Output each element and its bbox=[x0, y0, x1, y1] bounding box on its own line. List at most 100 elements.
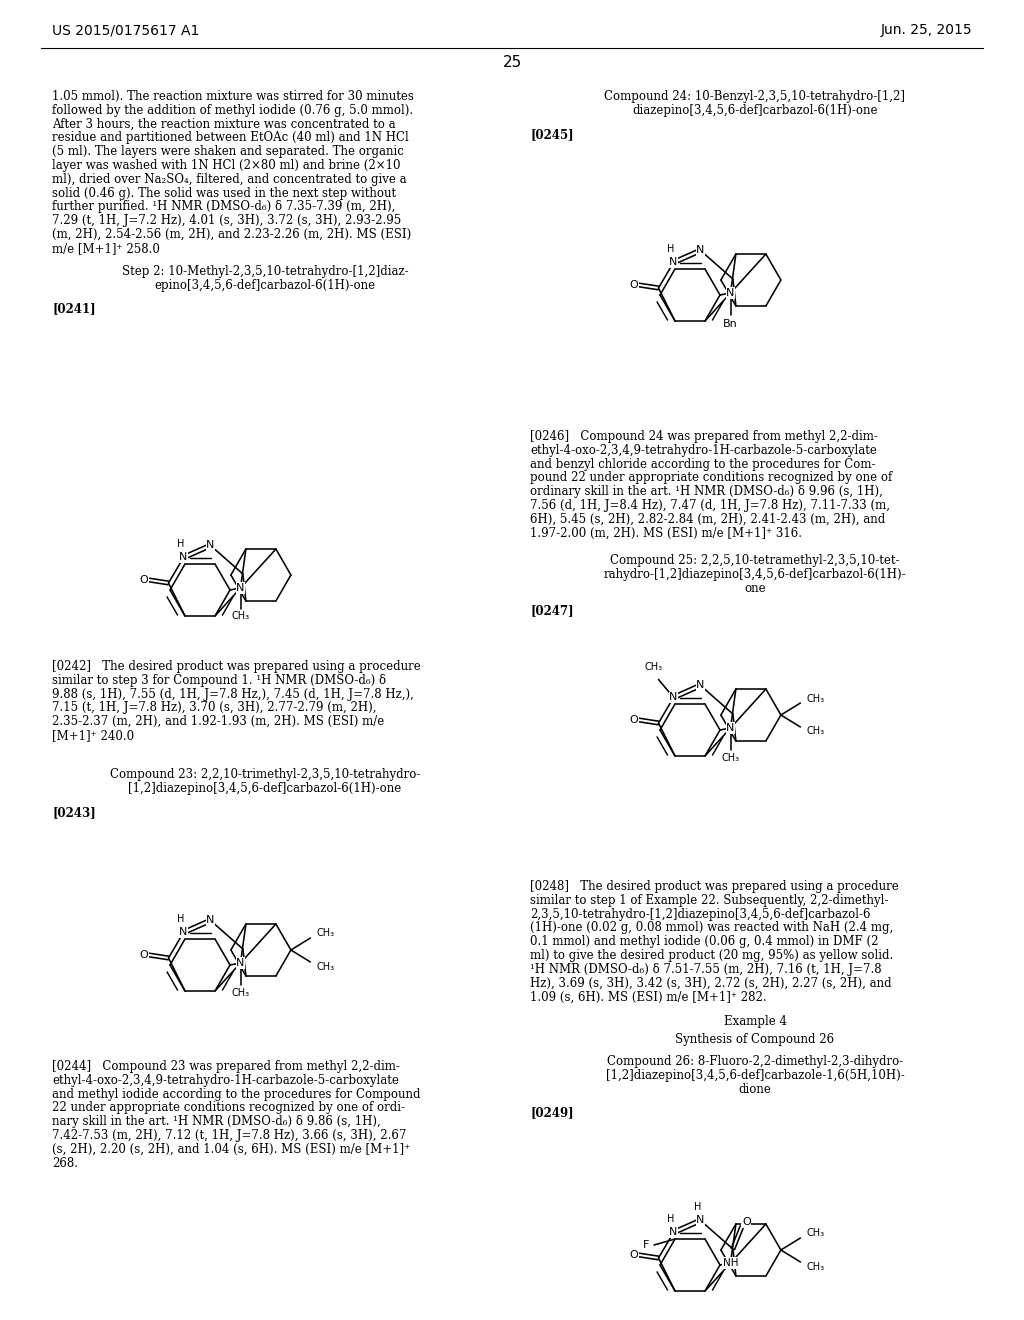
Text: (5 ml). The layers were shaken and separated. The organic: (5 ml). The layers were shaken and separ… bbox=[52, 145, 403, 158]
Text: layer was washed with 1N HCl (2×80 ml) and brine (2×10: layer was washed with 1N HCl (2×80 ml) a… bbox=[52, 158, 400, 172]
Text: [0243]: [0243] bbox=[52, 807, 96, 818]
Text: CH₃: CH₃ bbox=[807, 1229, 824, 1238]
Text: 268.: 268. bbox=[52, 1156, 78, 1170]
Text: Compound 25: 2,2,5,10-tetramethyl-2,3,5,10-tet-: Compound 25: 2,2,5,10-tetramethyl-2,3,5,… bbox=[610, 554, 900, 568]
Text: O: O bbox=[629, 280, 638, 290]
Text: ml) to give the desired product (20 mg, 95%) as yellow solid.: ml) to give the desired product (20 mg, … bbox=[530, 949, 893, 962]
Text: 22 under appropriate conditions recognized by one of ordi-: 22 under appropriate conditions recogniz… bbox=[52, 1101, 406, 1114]
Text: (s, 2H), 2.20 (s, 2H), and 1.04 (s, 6H). MS (ESI) m/e [M+1]⁺: (s, 2H), 2.20 (s, 2H), and 1.04 (s, 6H).… bbox=[52, 1143, 411, 1156]
Text: H: H bbox=[694, 1203, 701, 1212]
Text: [1,2]diazepino[3,4,5,6-def]carbazol-6(1H)-one: [1,2]diazepino[3,4,5,6-def]carbazol-6(1H… bbox=[128, 781, 401, 795]
Text: CH₃: CH₃ bbox=[645, 663, 664, 672]
Text: ¹H NMR (DMSO-d₆) δ 7.51-7.55 (m, 2H), 7.16 (t, 1H, J=7.8: ¹H NMR (DMSO-d₆) δ 7.51-7.55 (m, 2H), 7.… bbox=[530, 962, 882, 975]
Text: N: N bbox=[670, 257, 678, 268]
Text: Step 2: 10-Methyl-2,3,5,10-tetrahydro-[1,2]diaz-: Step 2: 10-Methyl-2,3,5,10-tetrahydro-[1… bbox=[122, 265, 409, 279]
Text: 0.1 mmol) and methyl iodide (0.06 g, 0.4 mmol) in DMF (2: 0.1 mmol) and methyl iodide (0.06 g, 0.4… bbox=[530, 935, 879, 948]
Text: [0248]   The desired product was prepared using a procedure: [0248] The desired product was prepared … bbox=[530, 880, 899, 894]
Text: US 2015/0175617 A1: US 2015/0175617 A1 bbox=[52, 22, 200, 37]
Text: 2,3,5,10-tetrahydro-[1,2]diazepino[3,4,5,6-def]carbazol-6: 2,3,5,10-tetrahydro-[1,2]diazepino[3,4,5… bbox=[530, 908, 870, 920]
Text: N: N bbox=[237, 583, 245, 593]
Text: N: N bbox=[726, 288, 734, 298]
Text: [0242]   The desired product was prepared using a procedure: [0242] The desired product was prepared … bbox=[52, 660, 421, 673]
Text: NH: NH bbox=[723, 1258, 738, 1269]
Text: N: N bbox=[726, 723, 734, 733]
Text: epino[3,4,5,6-def]carbazol-6(1H)-one: epino[3,4,5,6-def]carbazol-6(1H)-one bbox=[155, 279, 376, 292]
Text: CH₃: CH₃ bbox=[316, 961, 335, 972]
Text: [0245]: [0245] bbox=[530, 128, 573, 141]
Text: residue and partitioned between EtOAc (40 ml) and 1N HCl: residue and partitioned between EtOAc (4… bbox=[52, 132, 409, 144]
Text: 1.97-2.00 (m, 2H). MS (ESI) m/e [M+1]⁺ 316.: 1.97-2.00 (m, 2H). MS (ESI) m/e [M+1]⁺ 3… bbox=[530, 527, 802, 540]
Text: N: N bbox=[670, 693, 678, 702]
Text: Compound 23: 2,2,10-trimethyl-2,3,5,10-tetrahydro-: Compound 23: 2,2,10-trimethyl-2,3,5,10-t… bbox=[110, 768, 420, 781]
Text: [0241]: [0241] bbox=[52, 302, 95, 315]
Text: H: H bbox=[668, 1214, 675, 1224]
Text: 7.56 (d, 1H, J=8.4 Hz), 7.47 (d, 1H, J=7.8 Hz), 7.11-7.33 (m,: 7.56 (d, 1H, J=8.4 Hz), 7.47 (d, 1H, J=7… bbox=[530, 499, 890, 512]
Text: 2.35-2.37 (m, 2H), and 1.92-1.93 (m, 2H). MS (ESI) m/e: 2.35-2.37 (m, 2H), and 1.92-1.93 (m, 2H)… bbox=[52, 715, 384, 729]
Text: nary skill in the art. ¹H NMR (DMSO-d₆) δ 9.86 (s, 1H),: nary skill in the art. ¹H NMR (DMSO-d₆) … bbox=[52, 1115, 381, 1129]
Text: 7.15 (t, 1H, J=7.8 Hz), 3.70 (s, 3H), 2.77-2.79 (m, 2H),: 7.15 (t, 1H, J=7.8 Hz), 3.70 (s, 3H), 2.… bbox=[52, 701, 377, 714]
Text: [0244]   Compound 23 was prepared from methyl 2,2-dim-: [0244] Compound 23 was prepared from met… bbox=[52, 1060, 400, 1073]
Text: (1H)-one (0.02 g, 0.08 mmol) was reacted with NaH (2.4 mg,: (1H)-one (0.02 g, 0.08 mmol) was reacted… bbox=[530, 921, 893, 935]
Text: 7.42-7.53 (m, 2H), 7.12 (t, 1H, J=7.8 Hz), 3.66 (s, 3H), 2.67: 7.42-7.53 (m, 2H), 7.12 (t, 1H, J=7.8 Hz… bbox=[52, 1129, 407, 1142]
Text: followed by the addition of methyl iodide (0.76 g, 5.0 mmol).: followed by the addition of methyl iodid… bbox=[52, 104, 413, 116]
Text: 9.88 (s, 1H), 7.55 (d, 1H, J=7.8 Hz,), 7.45 (d, 1H, J=7.8 Hz,),: 9.88 (s, 1H), 7.55 (d, 1H, J=7.8 Hz,), 7… bbox=[52, 688, 414, 701]
Text: 1.09 (s, 6H). MS (ESI) m/e [M+1]⁺ 282.: 1.09 (s, 6H). MS (ESI) m/e [M+1]⁺ 282. bbox=[530, 990, 767, 1003]
Text: Example 4: Example 4 bbox=[724, 1015, 786, 1028]
Text: N: N bbox=[696, 681, 705, 690]
Text: ordinary skill in the art. ¹H NMR (DMSO-d₆) δ 9.96 (s, 1H),: ordinary skill in the art. ¹H NMR (DMSO-… bbox=[530, 486, 883, 498]
Text: Jun. 25, 2015: Jun. 25, 2015 bbox=[881, 22, 972, 37]
Text: O: O bbox=[629, 1250, 638, 1261]
Text: similar to step 3 for Compound 1. ¹H NMR (DMSO-d₆) δ: similar to step 3 for Compound 1. ¹H NMR… bbox=[52, 673, 386, 686]
Text: CH₃: CH₃ bbox=[722, 752, 739, 763]
Text: one: one bbox=[744, 582, 766, 595]
Text: N: N bbox=[670, 1228, 678, 1237]
Text: 25: 25 bbox=[503, 55, 521, 70]
Text: Bn: Bn bbox=[723, 319, 738, 330]
Text: and methyl iodide according to the procedures for Compound: and methyl iodide according to the proce… bbox=[52, 1088, 421, 1101]
Text: Compound 26: 8-Fluoro-2,2-dimethyl-2,3-dihydro-: Compound 26: 8-Fluoro-2,2-dimethyl-2,3-d… bbox=[607, 1055, 903, 1068]
Text: N: N bbox=[206, 540, 215, 550]
Text: H: H bbox=[668, 244, 675, 253]
Text: CH₃: CH₃ bbox=[807, 693, 824, 704]
Text: O: O bbox=[742, 1217, 751, 1228]
Text: CH₃: CH₃ bbox=[231, 987, 250, 998]
Text: 6H), 5.45 (s, 2H), 2.82-2.84 (m, 2H), 2.41-2.43 (m, 2H), and: 6H), 5.45 (s, 2H), 2.82-2.84 (m, 2H), 2.… bbox=[530, 512, 886, 525]
Text: diazepino[3,4,5,6-def]carbazol-6(1H)-one: diazepino[3,4,5,6-def]carbazol-6(1H)-one bbox=[632, 104, 878, 117]
Text: N: N bbox=[696, 246, 705, 256]
Text: N: N bbox=[696, 1216, 705, 1225]
Text: m/e [M+1]⁺ 258.0: m/e [M+1]⁺ 258.0 bbox=[52, 242, 160, 255]
Text: H: H bbox=[177, 913, 184, 924]
Text: Synthesis of Compound 26: Synthesis of Compound 26 bbox=[676, 1034, 835, 1045]
Text: CH₃: CH₃ bbox=[231, 611, 250, 622]
Text: (m, 2H), 2.54-2.56 (m, 2H), and 2.23-2.26 (m, 2H). MS (ESI): (m, 2H), 2.54-2.56 (m, 2H), and 2.23-2.2… bbox=[52, 228, 412, 242]
Text: Hz), 3.69 (s, 3H), 3.42 (s, 3H), 2.72 (s, 2H), 2.27 (s, 2H), and: Hz), 3.69 (s, 3H), 3.42 (s, 3H), 2.72 (s… bbox=[530, 977, 892, 990]
Text: 7.29 (t, 1H, J=7.2 Hz), 4.01 (s, 3H), 3.72 (s, 3H), 2.93-2.95: 7.29 (t, 1H, J=7.2 Hz), 4.01 (s, 3H), 3.… bbox=[52, 214, 401, 227]
Text: Compound 24: 10-Benzyl-2,3,5,10-tetrahydro-[1,2]: Compound 24: 10-Benzyl-2,3,5,10-tetrahyd… bbox=[604, 90, 905, 103]
Text: CH₃: CH₃ bbox=[807, 1262, 824, 1271]
Text: ml), dried over Na₂SO₄, filtered, and concentrated to give a: ml), dried over Na₂SO₄, filtered, and co… bbox=[52, 173, 407, 186]
Text: [0249]: [0249] bbox=[530, 1106, 573, 1119]
Text: H: H bbox=[177, 539, 184, 549]
Text: [M+1]⁺ 240.0: [M+1]⁺ 240.0 bbox=[52, 729, 134, 742]
Text: dione: dione bbox=[738, 1082, 771, 1096]
Text: CH₃: CH₃ bbox=[807, 726, 824, 737]
Text: [0246]   Compound 24 was prepared from methyl 2,2-dim-: [0246] Compound 24 was prepared from met… bbox=[530, 430, 878, 444]
Text: [0247]: [0247] bbox=[530, 605, 573, 616]
Text: [1,2]diazepino[3,4,5,6-def]carbazole-1,6(5H,10H)-: [1,2]diazepino[3,4,5,6-def]carbazole-1,6… bbox=[605, 1069, 904, 1082]
Text: After 3 hours, the reaction mixture was concentrated to a: After 3 hours, the reaction mixture was … bbox=[52, 117, 395, 131]
Text: O: O bbox=[139, 950, 148, 960]
Text: similar to step 1 of Example 22. Subsequently, 2,2-dimethyl-: similar to step 1 of Example 22. Subsequ… bbox=[530, 894, 889, 907]
Text: ethyl-4-oxo-2,3,4,9-tetrahydro-1H-carbazole-5-carboxylate: ethyl-4-oxo-2,3,4,9-tetrahydro-1H-carbaz… bbox=[52, 1073, 399, 1086]
Text: ethyl-4-oxo-2,3,4,9-tetrahydro-1H-carbazole-5-carboxylate: ethyl-4-oxo-2,3,4,9-tetrahydro-1H-carbaz… bbox=[530, 444, 877, 457]
Text: CH₃: CH₃ bbox=[316, 928, 335, 939]
Text: rahydro-[1,2]diazepino[3,4,5,6-def]carbazol-6(1H)-: rahydro-[1,2]diazepino[3,4,5,6-def]carba… bbox=[604, 568, 906, 581]
Text: N: N bbox=[237, 958, 245, 968]
Text: and benzyl chloride according to the procedures for Com-: and benzyl chloride according to the pro… bbox=[530, 458, 876, 471]
Text: O: O bbox=[629, 715, 638, 725]
Text: pound 22 under appropriate conditions recognized by one of: pound 22 under appropriate conditions re… bbox=[530, 471, 892, 484]
Text: 1.05 mmol). The reaction mixture was stirred for 30 minutes: 1.05 mmol). The reaction mixture was sti… bbox=[52, 90, 414, 103]
Text: N: N bbox=[179, 553, 187, 562]
Text: F: F bbox=[643, 1239, 649, 1250]
Text: O: O bbox=[139, 576, 148, 585]
Text: N: N bbox=[206, 916, 215, 925]
